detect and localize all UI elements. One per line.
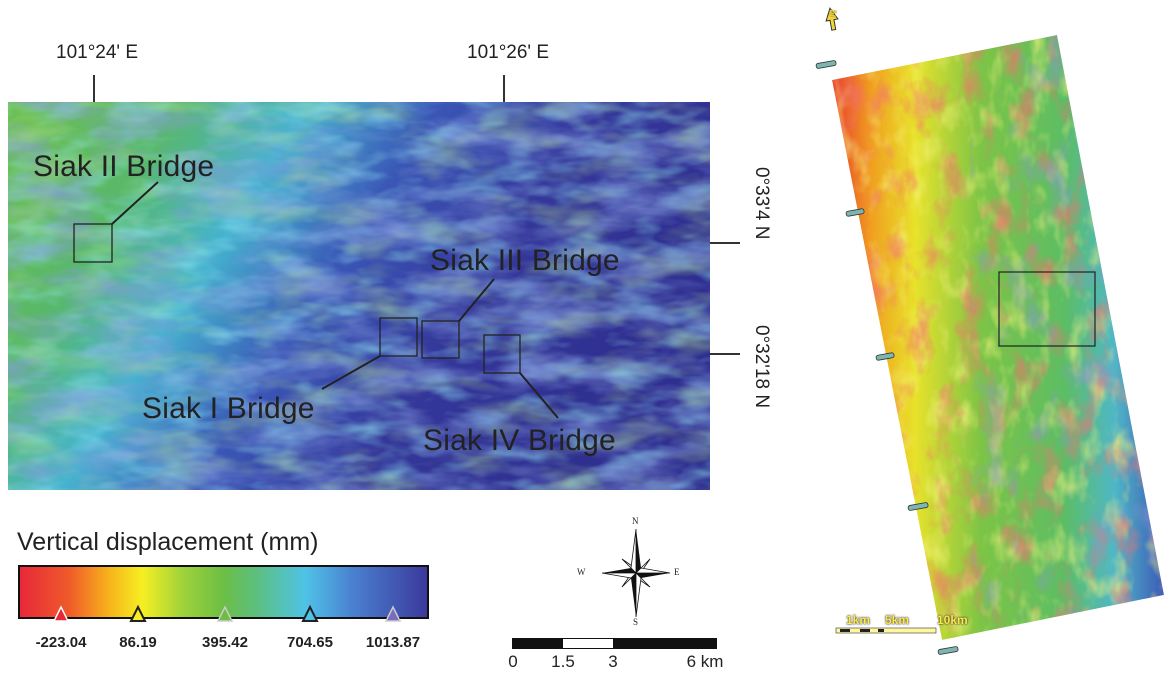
compass-w-label: W xyxy=(577,567,586,577)
siak-iii-leader xyxy=(458,278,495,322)
study-area-box xyxy=(998,271,1096,347)
compass-s-label: S xyxy=(633,617,639,627)
overview-scale-label-3: 10km xyxy=(937,613,968,627)
compass-n-label: N xyxy=(632,516,639,526)
overview-scale-bar xyxy=(835,627,937,634)
lon-tick-1 xyxy=(93,75,95,102)
siak-iv-box xyxy=(483,334,521,374)
scale-bar xyxy=(512,638,717,649)
legend-marker-3 xyxy=(216,605,234,622)
scale-label-1: 1.5 xyxy=(551,652,575,671)
north-arrow-icon xyxy=(825,7,839,31)
siak-iv-label: Siak IV Bridge xyxy=(423,424,616,457)
siak-i-leader xyxy=(321,355,381,390)
siak-ii-label: Siak II Bridge xyxy=(33,150,215,183)
scale-label-3: 6 km xyxy=(686,652,724,671)
compass-rose-icon xyxy=(601,528,671,618)
legend-value-2: 86.19 xyxy=(119,634,157,651)
lat-label-2: 0°32'18 N xyxy=(751,325,772,409)
scale-label-2: 3 xyxy=(608,652,618,671)
lat-tick-2 xyxy=(710,353,740,355)
siak-i-box xyxy=(379,317,418,357)
scale-seg-1 xyxy=(513,639,563,648)
lon-label-1: 101°24' E xyxy=(56,42,139,63)
legend-value-4: 704.65 xyxy=(287,634,333,651)
siak-ii-leader xyxy=(111,181,159,225)
overview-strip xyxy=(815,7,1164,655)
siak-iii-box xyxy=(421,320,460,359)
overview-scale-label-2: 5km xyxy=(885,613,910,627)
siak-iii-label: Siak III Bridge xyxy=(430,244,620,277)
legend-markers xyxy=(52,604,402,622)
displacement-raster xyxy=(8,102,710,490)
siak-ii-box xyxy=(73,223,113,263)
lat-label-1: 0°33'4 N xyxy=(751,167,772,240)
legend-title: Vertical displacement (mm) xyxy=(17,528,319,556)
lon-tick-2 xyxy=(503,75,505,102)
scale-seg-3 xyxy=(613,639,716,648)
compass-e-label: E xyxy=(674,567,680,577)
lon-label-2: 101°26' E xyxy=(467,42,550,63)
siak-iv-leader xyxy=(519,372,559,419)
legend-marker-2 xyxy=(129,604,147,622)
edge-markers xyxy=(815,60,959,655)
legend-value-1: -223.04 xyxy=(35,634,87,651)
main-map xyxy=(8,102,710,490)
scale-seg-2 xyxy=(563,639,613,648)
legend-value-5: 1013.87 xyxy=(365,634,421,651)
scale-label-0: 0 xyxy=(508,652,518,671)
lat-tick-1 xyxy=(710,242,740,244)
legend-value-3: 395.42 xyxy=(202,634,248,651)
legend-marker-4 xyxy=(301,604,319,622)
overview-scale-label-1: 1km xyxy=(846,613,871,627)
legend-marker-5 xyxy=(384,605,402,622)
siak-i-label: Siak I Bridge xyxy=(142,392,315,425)
legend-marker-1 xyxy=(52,605,70,622)
